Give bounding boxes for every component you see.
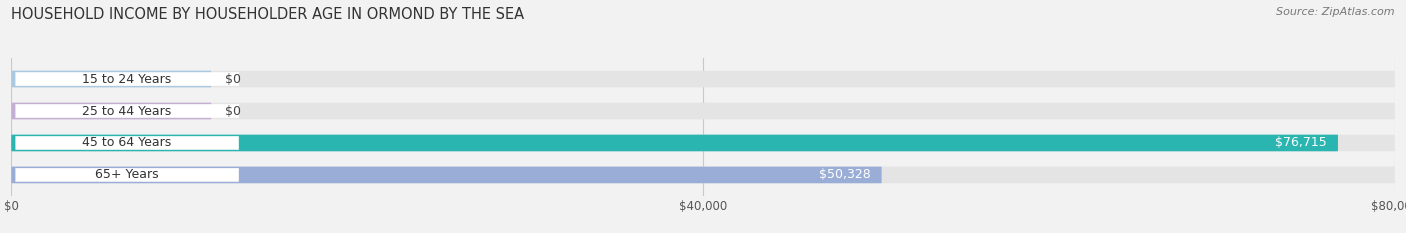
FancyBboxPatch shape [11, 135, 1395, 151]
FancyBboxPatch shape [11, 167, 882, 183]
Text: 15 to 24 Years: 15 to 24 Years [83, 72, 172, 86]
Text: $0: $0 [225, 72, 240, 86]
FancyBboxPatch shape [11, 167, 1395, 183]
FancyBboxPatch shape [15, 104, 239, 118]
FancyBboxPatch shape [11, 135, 1339, 151]
FancyBboxPatch shape [11, 71, 211, 87]
FancyBboxPatch shape [11, 103, 211, 119]
Text: HOUSEHOLD INCOME BY HOUSEHOLDER AGE IN ORMOND BY THE SEA: HOUSEHOLD INCOME BY HOUSEHOLDER AGE IN O… [11, 7, 524, 22]
FancyBboxPatch shape [15, 136, 239, 150]
Text: Source: ZipAtlas.com: Source: ZipAtlas.com [1277, 7, 1395, 17]
FancyBboxPatch shape [15, 168, 239, 182]
Text: 65+ Years: 65+ Years [96, 168, 159, 182]
FancyBboxPatch shape [15, 72, 239, 86]
Text: 45 to 64 Years: 45 to 64 Years [83, 137, 172, 150]
FancyBboxPatch shape [11, 103, 1395, 119]
Text: $50,328: $50,328 [818, 168, 870, 182]
Text: $76,715: $76,715 [1275, 137, 1327, 150]
Text: $0: $0 [225, 104, 240, 117]
Text: 25 to 44 Years: 25 to 44 Years [83, 104, 172, 117]
FancyBboxPatch shape [11, 71, 1395, 87]
